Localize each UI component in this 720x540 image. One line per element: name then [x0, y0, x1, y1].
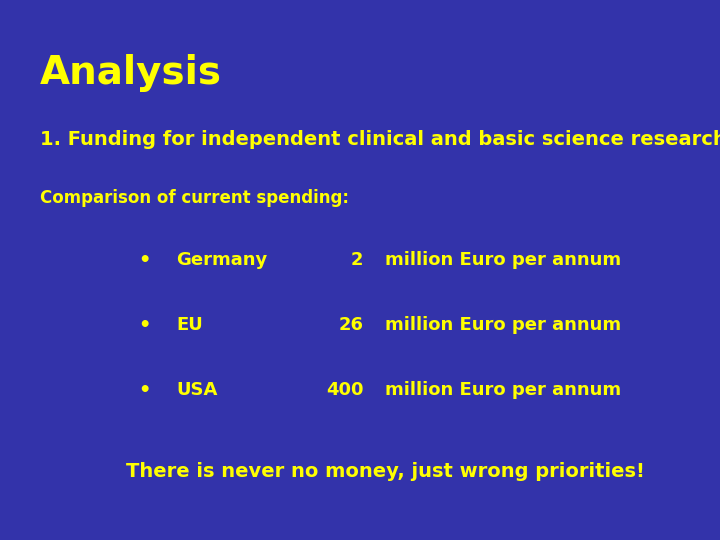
Text: million Euro per annum: million Euro per annum: [385, 316, 621, 334]
Text: •: •: [138, 316, 150, 335]
Text: USA: USA: [176, 381, 217, 399]
Text: million Euro per annum: million Euro per annum: [385, 381, 621, 399]
Text: 400: 400: [326, 381, 364, 399]
Text: •: •: [138, 381, 150, 400]
Text: Analysis: Analysis: [40, 54, 222, 92]
Text: 1. Funding for independent clinical and basic science research: 1. Funding for independent clinical and …: [40, 130, 720, 148]
Text: Germany: Germany: [176, 251, 268, 269]
Text: 26: 26: [338, 316, 364, 334]
Text: Comparison of current spending:: Comparison of current spending:: [40, 189, 348, 207]
Text: million Euro per annum: million Euro per annum: [385, 251, 621, 269]
Text: EU: EU: [176, 316, 203, 334]
Text: 2: 2: [351, 251, 364, 269]
Text: •: •: [138, 251, 150, 270]
Text: There is never no money, just wrong priorities!: There is never no money, just wrong prio…: [126, 462, 645, 481]
